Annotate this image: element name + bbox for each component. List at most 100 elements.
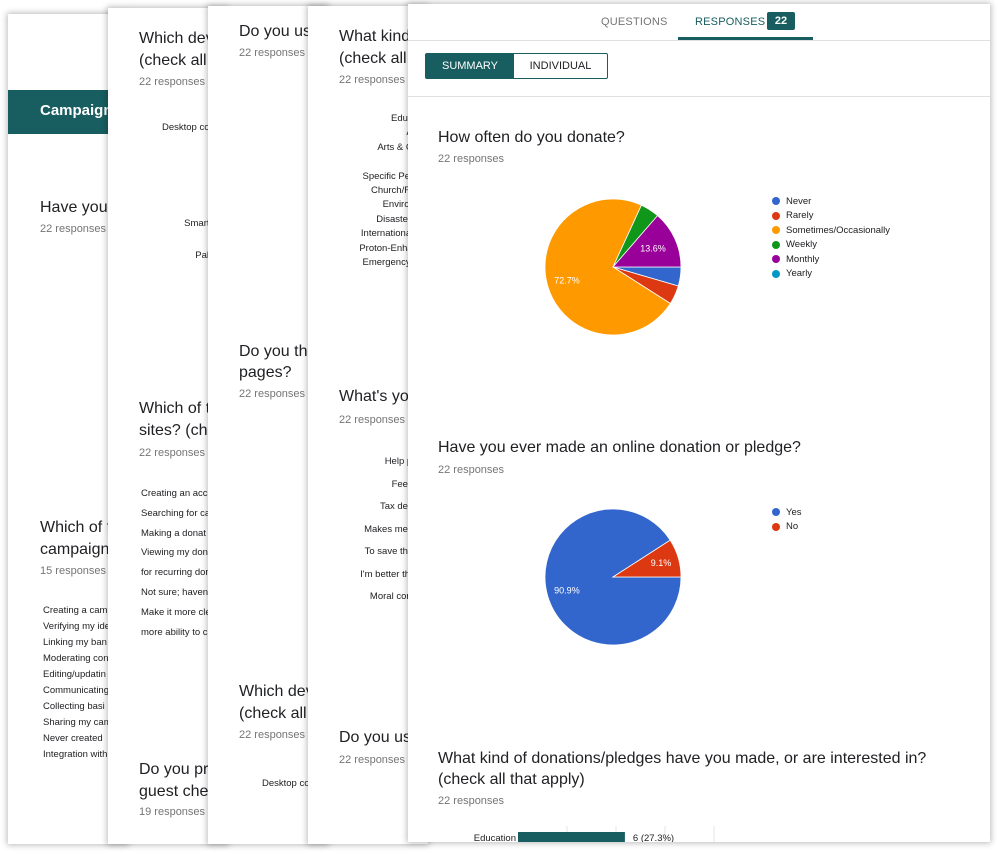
option-label: Arts & Cultu: [377, 141, 428, 153]
option-label: To save the wo: [364, 546, 428, 557]
legend-swatch: [772, 522, 780, 531]
legend-item: No: [772, 520, 802, 535]
question-title: Do you us: [239, 23, 312, 40]
response-count: 22 responses: [438, 153, 505, 165]
response-count: 19 responses: [139, 806, 206, 818]
value-label: 6 (27.3%): [633, 833, 674, 842]
option-label: Specific People: [362, 170, 428, 182]
option-label: Desktop compu: [261, 778, 328, 789]
tab-responses[interactable]: RESPONSES: [695, 16, 766, 28]
question-title: Have you: [40, 199, 108, 216]
legend-swatch: [772, 211, 780, 220]
question-title: Do you us: [339, 729, 412, 746]
option-label: International De: [360, 228, 428, 240]
option-label: Editing/updatin: [43, 669, 106, 680]
data-label: 72.7%: [554, 276, 580, 286]
legend-label: Sometimes/Occasionally: [786, 224, 891, 236]
response-count: 22 responses: [40, 223, 107, 235]
option-label: Making a donat: [141, 527, 206, 539]
question-title: Which dev: [239, 683, 314, 700]
legend-item: Never: [772, 194, 890, 209]
option-label: I'm better than y: [360, 568, 428, 580]
legend-label: Yes: [786, 506, 802, 518]
responses-summary-page: QUESTIONS RESPONSES 22 SUMMARY INDIVIDUA…: [408, 4, 990, 842]
option-label: Make it more cle: [141, 606, 211, 618]
summary-button[interactable]: SUMMARY: [426, 54, 514, 78]
question-title: Which of t: [139, 400, 211, 417]
legend-swatch: [772, 255, 780, 264]
tab-bar: QUESTIONS RESPONSES 22: [408, 4, 990, 41]
option-label: Disaster Rel: [376, 213, 428, 225]
option-label: Creating a camp: [43, 605, 113, 616]
response-count: 22 responses: [239, 729, 306, 741]
option-label: Collecting basi: [43, 701, 105, 712]
option-label: Never created: [43, 733, 103, 744]
chart-legend: Yes No: [772, 505, 802, 534]
question-title-line2: (check all: [239, 705, 307, 722]
question-title: Do you thi: [239, 343, 312, 360]
tab-questions[interactable]: QUESTIONS: [601, 16, 668, 28]
legend-swatch: [772, 508, 780, 517]
legend-label: Monthly: [786, 253, 820, 265]
question-title-line2: sites? (che: [139, 422, 217, 439]
option-label: Tax deducti: [379, 501, 428, 512]
option-label: Moral convicti: [369, 591, 428, 602]
option-label: Environme: [382, 199, 428, 211]
option-label: Not sure; haven: [141, 587, 209, 598]
question-title: Which of t: [40, 519, 112, 536]
data-label: 90.9%: [554, 586, 580, 596]
legend-label: No: [786, 521, 799, 533]
legend-label: Rarely: [786, 210, 814, 222]
option-label: Proton-Enhance: [359, 242, 428, 254]
option-label: Moderating con: [43, 653, 109, 664]
chart-legend: Never Rarely Sometimes/Occasionally Weekly M…: [772, 194, 890, 281]
question-title: What kind of donations/pledges have you …: [438, 750, 927, 767]
option-label: Smart pho: [184, 218, 228, 229]
question-title-line2: (check all that apply): [438, 771, 585, 788]
legend-item: Yes: [772, 505, 802, 520]
response-count: 22 responses: [239, 388, 306, 400]
responses-count-badge: 22: [767, 12, 795, 30]
option-label: Communicating: [43, 685, 109, 696]
option-label: Viewing my don: [141, 547, 208, 559]
option-label: Linking my ban: [43, 637, 107, 648]
legend-item: Sometimes/Occasionally: [772, 223, 890, 238]
divider: [408, 96, 990, 97]
question-title: Have you ever made an online donation or…: [438, 439, 801, 456]
legend-label: Yearly: [786, 268, 813, 280]
option-label: Makes me look: [364, 523, 428, 535]
response-count: 22 responses: [139, 76, 206, 88]
option-label: for recurring don: [141, 567, 211, 579]
data-label: 9.1%: [651, 558, 672, 568]
legend-item: Weekly: [772, 238, 890, 253]
form-title: Campaign: [40, 102, 113, 119]
option-label: Church/Religi: [370, 185, 428, 196]
response-count: 22 responses: [438, 795, 505, 807]
pie-slice-monthly: [612, 215, 682, 268]
legend-label: Weekly: [786, 239, 817, 251]
response-count: 22 responses: [239, 47, 306, 59]
question-title-line2: pages?: [239, 364, 292, 381]
pie-slice-no: [611, 539, 682, 578]
response-count: 15 responses: [40, 565, 107, 577]
legend-label: Never: [786, 195, 812, 207]
legend-swatch: [772, 226, 780, 235]
option-label: Searching for ca: [141, 507, 211, 519]
data-label: 13.6%: [640, 244, 666, 254]
legend-swatch: [772, 240, 780, 249]
category-label: Education: [474, 833, 516, 842]
legend-item: Monthly: [772, 252, 890, 267]
view-toggle: SUMMARY INDIVIDUAL: [425, 53, 608, 79]
individual-button[interactable]: INDIVIDUAL: [529, 60, 592, 72]
question-title: How often do you donate?: [438, 129, 625, 146]
option-label: Integration with: [43, 749, 108, 760]
legend-item: Rarely: [772, 209, 890, 224]
bar-education: [518, 832, 625, 842]
option-label: more ability to c: [141, 626, 208, 638]
option-label: Creating an acc: [141, 488, 208, 499]
question-title-line2: campaign: [40, 541, 110, 558]
option-label: Help peop: [384, 456, 428, 467]
bar-chart-donation-kinds: Education 6 (27.3%): [474, 826, 715, 842]
option-label: Desktop compu: [161, 122, 228, 133]
active-tab-indicator: [678, 37, 813, 40]
